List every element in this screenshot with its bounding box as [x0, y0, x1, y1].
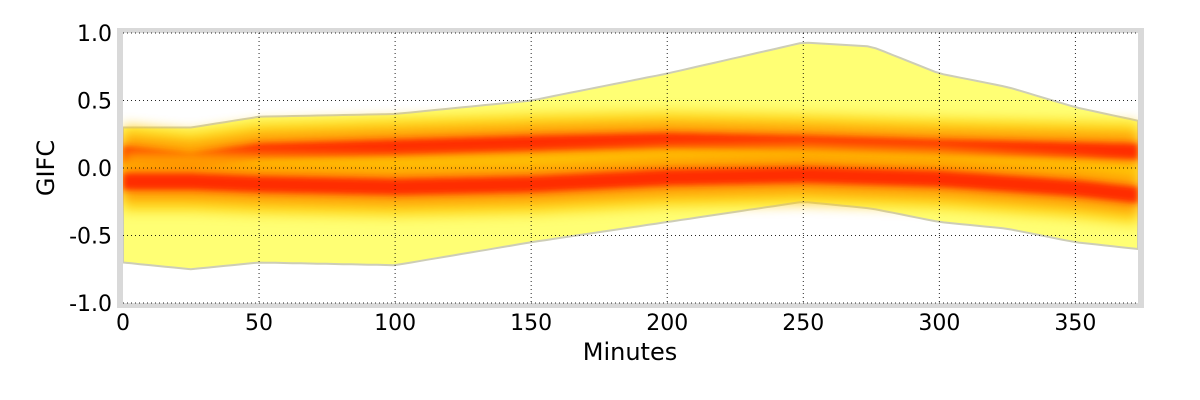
x-tick-label: 350 — [1054, 311, 1096, 336]
y-axis-label: GIFC — [32, 140, 60, 196]
x-tick-label: 250 — [782, 311, 824, 336]
x-tick-label: 200 — [646, 311, 688, 336]
x-tick-label: 50 — [245, 311, 273, 336]
x-tick-label: 300 — [918, 311, 960, 336]
y-tick-label: -0.5 — [69, 225, 112, 250]
y-tick-label: -1.0 — [69, 292, 112, 317]
x-axis-label: Minutes — [583, 338, 677, 366]
y-tick-label: 1.0 — [77, 22, 112, 47]
y-ticks: 1.0 0.5 0.0 -0.5 -1.0 — [69, 22, 112, 317]
grid — [123, 32, 1138, 304]
x-tick-label: 0 — [116, 311, 130, 336]
y-tick-label: 0.5 — [77, 90, 112, 115]
x-tick-label: 100 — [374, 311, 416, 336]
density-band-lower-2 — [123, 166, 1138, 204]
y-tick-label: 0.0 — [77, 157, 112, 182]
density-band-upper-2 — [123, 133, 1138, 170]
x-tick-label: 150 — [510, 311, 552, 336]
x-ticks: 0 50 100 150 200 250 300 350 — [116, 311, 1096, 336]
density-heatmap — [123, 41, 1138, 271]
